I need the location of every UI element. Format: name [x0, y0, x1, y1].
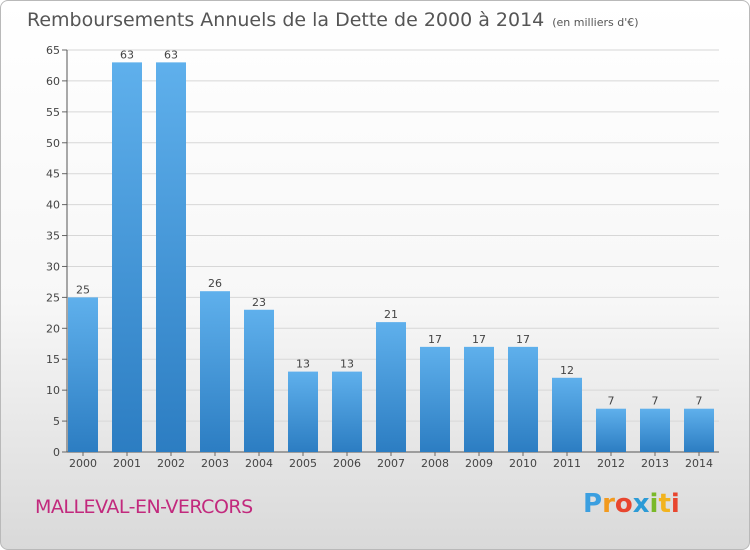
chart-title: Remboursements Annuels de la Dette de 20…: [27, 9, 639, 31]
bar: [420, 346, 450, 452]
y-tick-label: 55: [46, 106, 60, 119]
bar-value-label: 7: [696, 395, 703, 408]
bar-value-label: 17: [472, 333, 486, 346]
chart-title-main: Remboursements Annuels de la Dette de 20…: [27, 9, 545, 31]
y-tick-label: 25: [46, 291, 60, 304]
y-tick-label: 30: [46, 260, 60, 273]
bar-value-label: 63: [120, 48, 134, 61]
bar: [508, 346, 538, 452]
x-tick-label: 2002: [157, 457, 185, 470]
logo-letter: r: [602, 489, 615, 519]
y-tick-label: 50: [46, 137, 60, 150]
y-tick-label: 45: [46, 168, 60, 181]
bar-value-label: 13: [340, 358, 354, 371]
x-tick-label: 2010: [509, 457, 537, 470]
bar-value-label: 26: [208, 277, 222, 290]
bar-value-label: 17: [428, 333, 442, 346]
bar-value-label: 7: [652, 395, 659, 408]
logo-letter: x: [632, 489, 650, 519]
logo-letter: i: [649, 489, 659, 519]
logo-letter: o: [614, 489, 633, 519]
y-tick-label: 40: [46, 199, 60, 212]
bar-value-label: 23: [252, 296, 266, 309]
bar: [156, 62, 186, 452]
x-tick-label: 2005: [289, 457, 317, 470]
bar: [552, 377, 582, 452]
x-tick-label: 2006: [333, 457, 361, 470]
bar-value-label: 25: [76, 283, 90, 296]
bar: [464, 346, 494, 452]
commune-name: MALLEVAL-EN-VERCORS: [35, 496, 253, 518]
x-tick-label: 2007: [377, 457, 405, 470]
y-tick-label: 20: [46, 322, 60, 335]
bar: [244, 309, 274, 452]
x-tick-label: 2009: [465, 457, 493, 470]
bar: [112, 62, 142, 452]
bar: [288, 371, 318, 452]
y-tick-label: 65: [46, 44, 60, 57]
x-tick-label: 2014: [685, 457, 713, 470]
bar: [68, 297, 98, 452]
logo-letter: P: [583, 489, 603, 519]
logo-letter: i: [670, 489, 680, 519]
y-tick-label: 5: [53, 415, 60, 428]
bar: [684, 408, 714, 452]
x-tick-label: 2013: [641, 457, 669, 470]
bar: [200, 291, 230, 452]
bar-value-label: 7: [608, 395, 615, 408]
x-tick-label: 2012: [597, 457, 625, 470]
bar: [596, 408, 626, 452]
bar: [640, 408, 670, 452]
logo-letter: t: [658, 489, 671, 519]
y-tick-label: 60: [46, 75, 60, 88]
bar-value-label: 12: [560, 364, 574, 377]
proxiti-logo: Proxiti: [583, 489, 680, 519]
x-tick-label: 2011: [553, 457, 581, 470]
y-tick-label: 35: [46, 230, 60, 243]
y-tick-label: 10: [46, 384, 60, 397]
x-tick-label: 2000: [69, 457, 97, 470]
x-tick-label: 2001: [113, 457, 141, 470]
bar-value-label: 17: [516, 333, 530, 346]
bar-value-label: 13: [296, 358, 310, 371]
bar: [332, 371, 362, 452]
x-tick-label: 2008: [421, 457, 449, 470]
bar: [376, 322, 406, 452]
y-tick-label: 0: [53, 446, 60, 459]
x-tick-label: 2004: [245, 457, 273, 470]
bar-value-label: 21: [384, 308, 398, 321]
x-tick-label: 2003: [201, 457, 229, 470]
chart-unit-label: (en milliers d'€): [552, 16, 639, 29]
bar-value-label: 63: [164, 48, 178, 61]
y-tick-label: 15: [46, 353, 60, 366]
